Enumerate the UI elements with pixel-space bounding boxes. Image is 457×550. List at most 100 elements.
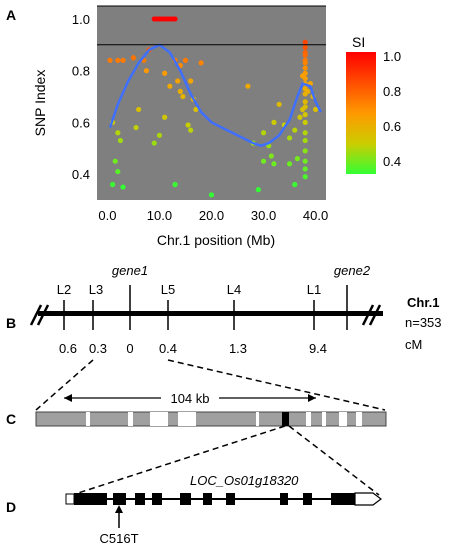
data-point: [271, 119, 277, 125]
mutation-arrowhead: [115, 505, 123, 513]
data-point: [133, 124, 139, 131]
region-size-bg: [161, 389, 219, 407]
region-arrow-left: [64, 394, 72, 402]
data-point: [292, 127, 298, 133]
mutation-label: C516T: [99, 531, 138, 546]
data-point: [276, 101, 282, 107]
data-point: [302, 44, 308, 50]
data-point: [286, 161, 293, 167]
marker-label-l5: L5: [161, 282, 175, 297]
x-tick-label: 40.0: [303, 208, 328, 223]
distance-3: 0: [126, 341, 133, 356]
legend-title: SI: [352, 34, 365, 50]
distance-5: 1.3: [229, 341, 247, 356]
data-point: [188, 127, 194, 133]
data-point: [302, 39, 308, 45]
distance-2: 0.3: [89, 341, 107, 356]
x-tick-label: 30.0: [251, 208, 276, 223]
x-axis-label: Chr.1 position (Mb): [157, 232, 275, 248]
y-tick-label: 0.4: [72, 167, 90, 182]
y-axis-label: SNP Index: [32, 70, 48, 137]
data-point: [172, 16, 178, 22]
panel-label-c: C: [6, 411, 16, 427]
population-size: n=353: [405, 315, 442, 330]
data-point: [302, 112, 308, 118]
data-point: [302, 174, 308, 180]
data-point: [208, 192, 215, 198]
y-tick-label: 0.6: [72, 115, 90, 130]
distance-6: 9.4: [309, 341, 327, 356]
chromosome-label: Chr.1: [407, 295, 440, 310]
data-point: [185, 122, 191, 128]
data-point: [260, 130, 267, 136]
data-point: [302, 137, 308, 144]
distance-4: 0.4: [159, 341, 177, 356]
data-point: [302, 65, 308, 71]
data-point: [110, 181, 116, 188]
data-point: [115, 130, 121, 136]
zoom-line-left: [35, 359, 94, 411]
data-point: [302, 130, 308, 136]
data-point: [177, 88, 183, 94]
chromosome-break-left: [29, 304, 50, 326]
data-point: [271, 161, 277, 167]
x-axis-ticks: 0.0 10.0 20.0 30.0 40.0: [98, 208, 328, 223]
data-point: [286, 135, 293, 141]
data-point: [302, 148, 308, 154]
chromosome-bar: [38, 311, 383, 316]
zoom-line-d-left: [71, 425, 286, 496]
data-point: [302, 104, 308, 110]
chromosome-break-right: [361, 304, 382, 326]
data-point: [292, 181, 298, 188]
data-point: [107, 57, 113, 63]
y-axis-ticks: 0.4 0.6 0.8 1.0: [72, 12, 90, 182]
data-point: [115, 57, 121, 63]
legend-tick-3: 0.6: [383, 119, 401, 134]
data-point: [115, 168, 121, 175]
data-point: [136, 106, 142, 113]
marker-label-l3: L3: [89, 282, 103, 297]
gene-model: [65, 492, 382, 506]
region-size-label: 104 kb: [170, 391, 209, 406]
smoothing-line: [108, 43, 322, 147]
zoom-line-right: [167, 359, 386, 411]
data-point: [302, 60, 308, 66]
data-point: [112, 158, 118, 164]
data-point: [162, 114, 168, 120]
zoom-line-d-right: [288, 425, 380, 496]
data-point: [188, 78, 194, 84]
data-point: [302, 52, 308, 58]
distance-unit: cM: [405, 337, 422, 352]
data-point: [172, 181, 178, 188]
data-point: [302, 99, 308, 105]
legend-tick-4: 0.4: [383, 154, 401, 169]
gene2-label: gene2: [334, 263, 371, 278]
legend-tick-2: 0.8: [383, 84, 401, 99]
data-point: [260, 158, 267, 164]
data-point: [305, 88, 311, 94]
marker-label-l4: L4: [227, 282, 241, 297]
gene-model-name: LOC_Os01g18320: [190, 473, 299, 488]
data-point: [120, 57, 126, 63]
data-point: [162, 70, 168, 76]
data-point: [312, 106, 319, 113]
data-point: [175, 78, 181, 84]
y-tick-label: 1.0: [72, 12, 90, 27]
data-point: [255, 187, 261, 193]
data-point: [120, 184, 126, 190]
data-point: [182, 57, 189, 63]
data-point: [299, 73, 306, 79]
legend-tick-1: 1.0: [383, 49, 401, 64]
data-point: [167, 83, 173, 89]
y-tick-label: 0.8: [72, 64, 90, 79]
distance-1: 0.6: [59, 341, 77, 356]
data-point: [143, 68, 150, 74]
x-tick-label: 20.0: [199, 208, 224, 223]
data-point: [156, 132, 163, 138]
legend-colorbar: [346, 52, 376, 174]
data-point: [151, 140, 157, 146]
x-tick-label: 0.0: [98, 208, 116, 223]
data-point: [198, 60, 204, 66]
plot-area: [97, 6, 326, 200]
